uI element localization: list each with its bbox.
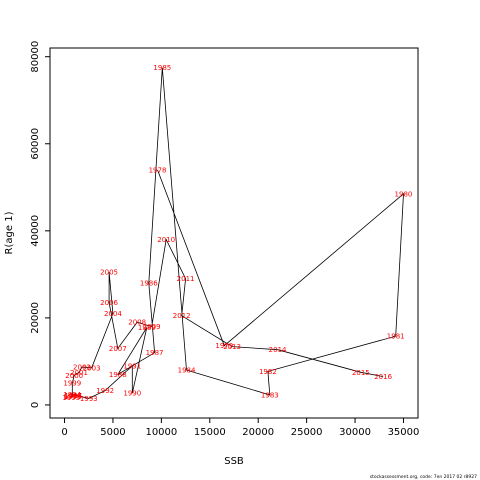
y-tick-label: 20000	[30, 302, 41, 334]
point-label-2001: 2001	[70, 369, 88, 377]
point-label-2010: 2010	[157, 236, 175, 244]
point-label-2011: 2011	[177, 275, 195, 283]
point-label-1984: 1984	[178, 367, 196, 375]
series-path	[70, 67, 404, 399]
point-label-2003: 2003	[83, 364, 101, 372]
point-label-1978: 1978	[149, 166, 167, 174]
point-label-1981: 1981	[387, 333, 405, 341]
y-axis: 0 20000 40000 60000 80000	[30, 41, 50, 408]
x-tick-label: 10000	[145, 427, 177, 438]
point-label-1993: 1993	[80, 395, 98, 403]
x-tick-label: 25000	[291, 427, 323, 438]
point-label-1980: 1980	[395, 190, 413, 198]
point-label-1986: 1986	[140, 280, 158, 288]
point-label-1996: 1996	[64, 393, 82, 401]
point-label-1982: 1982	[259, 368, 277, 376]
x-tick-label: 35000	[388, 427, 420, 438]
point-label-2014: 2014	[269, 346, 287, 354]
point-label-1983: 1983	[261, 391, 279, 399]
point-label-1991: 1991	[123, 362, 141, 370]
point-label-1998: 1998	[63, 393, 81, 401]
x-tick-label: 0	[61, 427, 67, 438]
point-label-2006: 2006	[100, 299, 118, 307]
point-label-1987: 1987	[146, 349, 164, 357]
point-label-1988: 1988	[109, 371, 127, 379]
point-label-2005: 2005	[100, 269, 118, 277]
point-label-2012: 2012	[173, 312, 191, 320]
x-tick-label: 15000	[194, 427, 226, 438]
x-axis: 0 5000 10000 15000 20000 25000 30000 35000	[61, 418, 419, 438]
point-label-1995: 1995	[62, 394, 80, 402]
y-tick-label: 60000	[30, 128, 41, 160]
point-label-1994: 1994	[63, 391, 81, 399]
plot-frame	[49, 47, 419, 419]
point-label-2008: 2008	[128, 319, 146, 327]
y-tick-label: 0	[30, 402, 41, 408]
x-tick-label: 5000	[100, 427, 125, 438]
point-label-2015: 2015	[352, 369, 370, 377]
point-label-2009: 2009	[143, 323, 161, 331]
point-label-1979: 1979	[215, 342, 233, 350]
x-tick-label: 30000	[339, 427, 371, 438]
point-label-1985: 1985	[153, 64, 171, 72]
point-label-1997: 1997	[64, 392, 82, 400]
point-label-2016: 2016	[374, 373, 392, 381]
point-label-2004: 2004	[104, 310, 122, 318]
y-tick-label: 80000	[30, 41, 41, 73]
footer-credit: stockassessment.org, code: 7en 2017 02 r…	[370, 474, 477, 480]
x-tick-label: 20000	[242, 427, 274, 438]
point-label-1999: 1999	[63, 380, 81, 388]
point-label-2013: 2013	[223, 343, 241, 351]
y-axis-title: R(age 1)	[4, 211, 15, 254]
point-label-1992: 1992	[96, 387, 114, 395]
y-tick-label: 40000	[30, 215, 41, 247]
point-labels: 1978 1979 1980 1981 1982 1983 1984 1985 1986 1987…	[62, 64, 412, 403]
point-label-1990: 1990	[123, 390, 141, 398]
point-label-2007: 2007	[109, 345, 127, 353]
point-label-2002: 2002	[73, 364, 91, 372]
point-label-1989: 1989	[138, 324, 156, 332]
x-axis-title: SSB	[224, 456, 244, 467]
point-label-2000: 2000	[65, 372, 83, 380]
